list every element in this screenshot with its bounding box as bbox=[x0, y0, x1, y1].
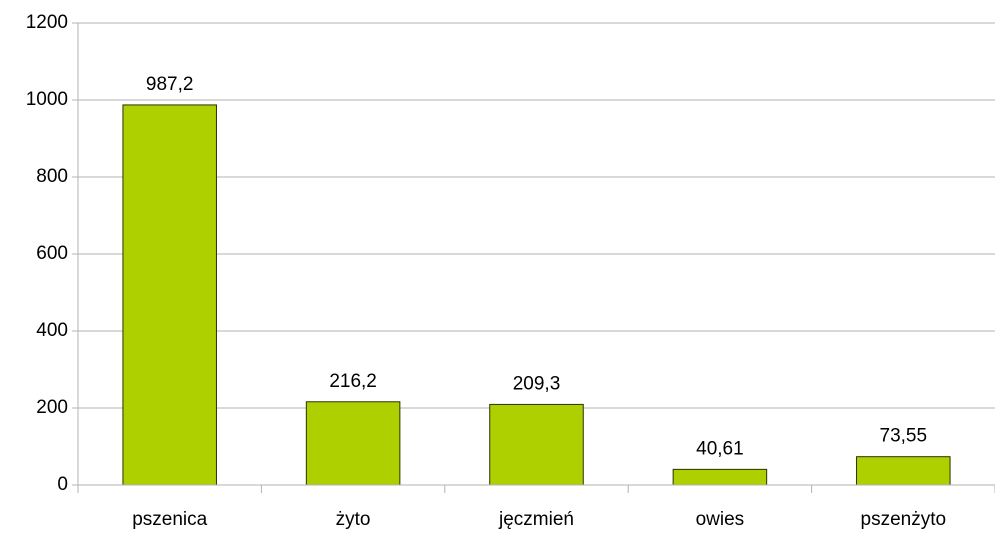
bar bbox=[672, 468, 768, 486]
data-label: 987,2 bbox=[146, 74, 194, 95]
bar bbox=[305, 401, 401, 486]
y-tick-label: 200 bbox=[36, 397, 68, 418]
data-label: 216,2 bbox=[329, 371, 377, 392]
data-label: 73,55 bbox=[880, 426, 928, 447]
bar bbox=[489, 403, 584, 486]
y-tick-label: 400 bbox=[36, 320, 68, 341]
y-tick-label: 800 bbox=[36, 166, 68, 187]
x-tick-label: jęczmień bbox=[498, 509, 574, 530]
x-tick-label: pszenica bbox=[132, 509, 207, 530]
x-tick-label: owies bbox=[696, 509, 745, 530]
y-tick-label: 1000 bbox=[26, 89, 68, 110]
bar bbox=[122, 104, 217, 486]
x-tick-label: pszenżyto bbox=[861, 509, 947, 530]
data-label: 209,3 bbox=[513, 373, 561, 394]
bar bbox=[856, 456, 951, 486]
x-tick-label: żyto bbox=[336, 509, 371, 530]
y-tick-label: 1200 bbox=[26, 12, 68, 33]
y-tick-label: 600 bbox=[36, 243, 68, 264]
y-tick-label: 0 bbox=[57, 474, 68, 495]
data-label: 40,61 bbox=[696, 438, 744, 459]
